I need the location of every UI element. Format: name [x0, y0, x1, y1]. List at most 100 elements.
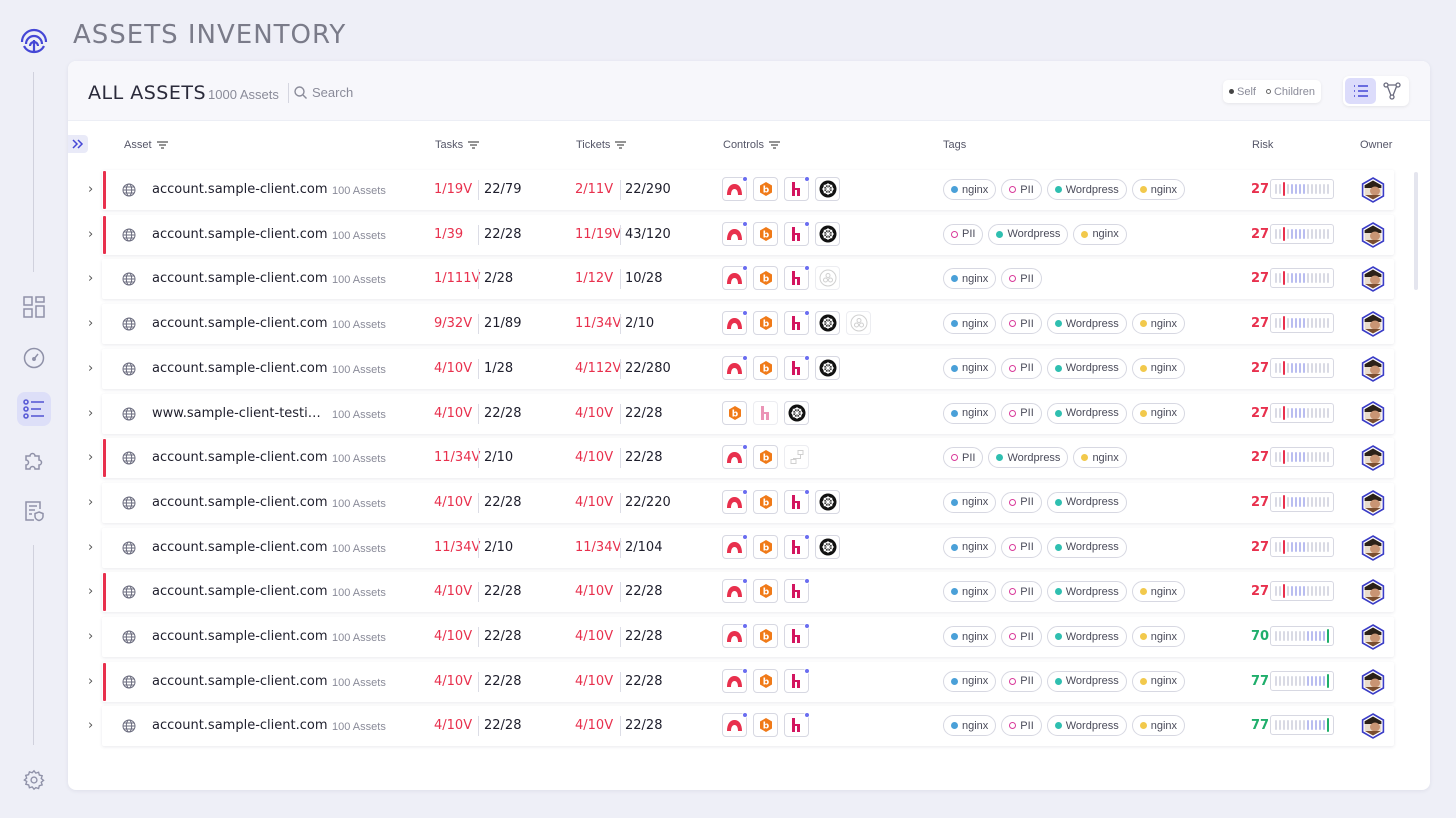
control-other[interactable] [846, 311, 871, 336]
tag-chip[interactable]: Wordpress [1046, 179, 1127, 200]
control-bugcrowd[interactable]: b [753, 489, 778, 514]
tasks-open[interactable]: 4/10V [434, 405, 473, 421]
tag-chip[interactable]: nginx [1131, 670, 1186, 692]
table-row[interactable]: › account.sample-client.com 100 Assets 1/39… [88, 214, 1394, 255]
tag-chip[interactable]: nginx [1073, 447, 1127, 469]
vertical-scrollbar[interactable] [1414, 172, 1418, 290]
tag-chip[interactable]: nginx [1073, 223, 1127, 245]
tickets-open[interactable]: 4/10V [575, 718, 614, 734]
sidebar-item-dashboard[interactable] [17, 290, 51, 324]
control-hackerone[interactable] [784, 533, 810, 559]
control-other[interactable] [815, 266, 840, 291]
tickets-open[interactable]: 4/10V [575, 584, 614, 600]
tag-chip[interactable]: nginx [943, 491, 997, 513]
tag-chip[interactable]: Wordpress [1046, 715, 1127, 737]
expand-row-chevron-icon[interactable]: › [88, 182, 94, 197]
tag-chip[interactable]: nginx [943, 268, 997, 290]
control-kubernetes[interactable] [815, 534, 840, 559]
control-bugcrowd[interactable]: b [753, 445, 778, 470]
asset-name[interactable]: account.sample-client.com [152, 360, 328, 376]
tag-chip[interactable]: nginx [1131, 715, 1186, 737]
control-hackerone[interactable] [753, 400, 778, 425]
control-redhat[interactable] [722, 176, 748, 201]
table-row[interactable]: › account.sample-client.com 100 Assets 4/10… [88, 572, 1394, 613]
asset-name[interactable]: account.sample-client.com [152, 718, 328, 734]
control-bugcrowd[interactable]: b [753, 534, 778, 559]
expand-row-chevron-icon[interactable]: › [88, 718, 94, 734]
avatar[interactable] [1360, 534, 1386, 566]
sidebar-item-compliance[interactable] [17, 494, 51, 528]
table-row[interactable]: › account.sample-client.com 100 Assets 9/32… [88, 304, 1394, 345]
tasks-open[interactable]: 9/32V [434, 316, 473, 332]
tag-chip[interactable]: Wordpress [1046, 626, 1127, 647]
tag-chip[interactable]: Wordpress [1046, 402, 1127, 424]
tag-chip[interactable]: PII [1001, 581, 1042, 603]
tag-chip[interactable]: nginx [943, 581, 997, 603]
tickets-open[interactable]: 11/34V [575, 539, 622, 555]
control-hackerone[interactable] [784, 488, 810, 514]
avatar[interactable] [1360, 311, 1386, 342]
control-bugcrowd[interactable]: b [753, 177, 778, 201]
control-hackerone[interactable] [784, 176, 810, 201]
tickets-open[interactable]: 4/10V [575, 494, 614, 510]
tasks-open[interactable]: 4/10V [434, 360, 473, 376]
table-row[interactable]: › account.sample-client.com 100 Assets 11/3… [88, 438, 1394, 479]
avatar[interactable] [1360, 489, 1386, 521]
column-header-risk[interactable]: Risk [1252, 139, 1273, 151]
control-redhat[interactable] [722, 220, 748, 246]
column-header-tasks[interactable]: Tasks [435, 139, 480, 151]
asset-name[interactable]: account.sample-client.com [152, 539, 328, 555]
control-hackerone[interactable] [784, 310, 810, 336]
table-row[interactable]: › account.sample-client.com 100 Assets 1/19… [88, 170, 1394, 210]
column-header-asset[interactable]: Asset [124, 139, 168, 151]
control-redhat[interactable] [722, 578, 748, 604]
tasks-open[interactable]: 4/10V [434, 584, 473, 600]
tag-chip[interactable]: PII [1001, 536, 1042, 558]
tag-chip[interactable]: Wordpress [1046, 313, 1127, 335]
control-bugcrowd[interactable]: b [753, 311, 778, 336]
asset-name[interactable]: account.sample-client.com [152, 271, 328, 287]
avatar[interactable] [1360, 579, 1386, 610]
control-bugcrowd[interactable]: b [753, 624, 778, 648]
column-header-tickets[interactable]: Tickets [576, 139, 627, 151]
control-redhat[interactable] [722, 488, 748, 514]
table-row[interactable]: › account.sample-client.com 100 Assets 11/3… [88, 527, 1394, 568]
tasks-open[interactable]: 4/10V [434, 494, 473, 510]
tag-chip[interactable]: nginx [943, 715, 997, 737]
control-bugcrowd[interactable]: b [753, 579, 778, 604]
asset-name[interactable]: account.sample-client.com [152, 673, 328, 689]
control-kubernetes[interactable] [815, 311, 840, 336]
control-kubernetes[interactable] [784, 400, 809, 425]
expand-row-chevron-icon[interactable]: › [88, 405, 94, 421]
control-redhat[interactable] [722, 623, 748, 648]
asset-name[interactable]: account.sample-client.com [152, 629, 328, 644]
control-redhat[interactable] [722, 444, 748, 470]
tag-chip[interactable]: PII [1001, 715, 1042, 737]
tag-chip[interactable]: nginx [1131, 313, 1186, 335]
control-bugcrowd[interactable]: b [753, 713, 778, 738]
control-redhat[interactable] [722, 667, 748, 693]
expand-row-chevron-icon[interactable]: › [88, 584, 94, 600]
tag-chip[interactable]: nginx [943, 357, 997, 379]
tag-chip[interactable]: PII [1001, 179, 1042, 200]
search-input[interactable]: Search [294, 85, 353, 100]
control-hackerone[interactable] [784, 667, 810, 693]
tasks-open[interactable]: 11/34V [434, 539, 481, 555]
graph-view-button[interactable] [1376, 78, 1407, 104]
expand-row-chevron-icon[interactable]: › [88, 271, 94, 287]
tag-chip[interactable]: Wordpress [988, 447, 1069, 469]
table-row[interactable]: › account.sample-client.com 100 Assets 4/10… [88, 706, 1394, 747]
asset-name[interactable]: account.sample-client.com [152, 494, 328, 510]
avatar[interactable] [1360, 713, 1386, 744]
control-hackerone[interactable] [784, 220, 810, 246]
control-flow[interactable] [784, 445, 809, 470]
tag-chip[interactable]: PII [1001, 402, 1042, 424]
tag-chip[interactable]: Wordpress [1046, 581, 1127, 603]
tickets-open[interactable]: 4/10V [575, 450, 614, 466]
control-hackerone[interactable] [784, 623, 810, 648]
column-header-controls[interactable]: Controls [723, 139, 780, 151]
avatar[interactable] [1360, 221, 1386, 253]
tasks-open[interactable]: 1/19V [434, 182, 473, 197]
control-bugcrowd[interactable]: b [753, 668, 778, 693]
column-header-tags[interactable]: Tags [943, 139, 966, 151]
